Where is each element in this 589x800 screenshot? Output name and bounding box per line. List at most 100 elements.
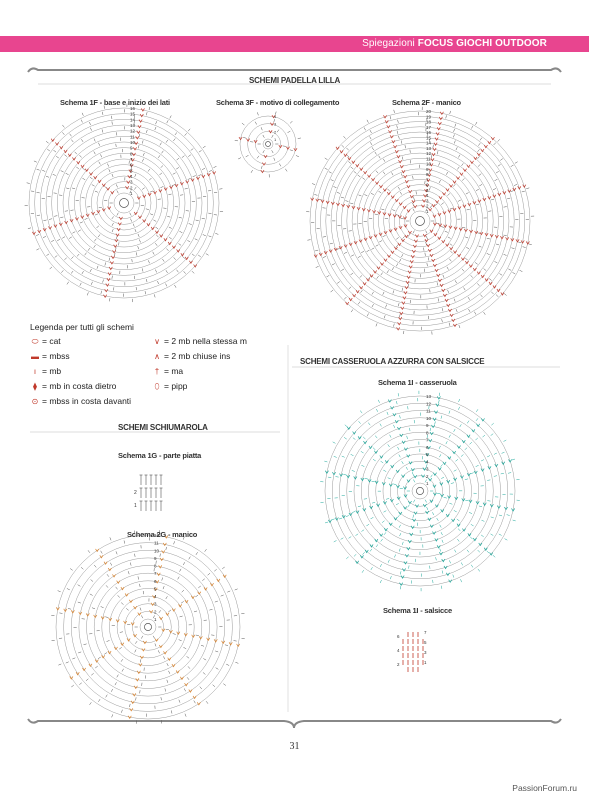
increase-mark [114, 238, 119, 243]
stitch-mark [86, 292, 89, 296]
stitch-mark [393, 424, 395, 428]
stitch-mark [178, 639, 182, 642]
stitch-mark [215, 667, 219, 670]
row-number: 9 [154, 556, 157, 561]
increase-mark [335, 146, 340, 151]
increase-mark [159, 616, 163, 621]
increase-mark [333, 247, 338, 252]
stitch-mark [76, 253, 80, 257]
increase-mark [404, 234, 409, 239]
legend-item-mbss: ▬ = mbss [28, 351, 70, 361]
increase-mark [477, 199, 482, 203]
legend-item-mbss-costa-davanti: ⊙ = mbss in costa davanti [28, 396, 131, 406]
increase-mark [353, 241, 358, 245]
stitch-mark [155, 226, 159, 230]
center-ring [415, 216, 425, 226]
stitch-mark [470, 275, 473, 278]
stitch-mark [330, 179, 334, 182]
stitch-mark [256, 155, 260, 159]
stitch-mark [381, 520, 385, 523]
label-schema-1i-casseruola: Schema 1I - casseruola [378, 378, 457, 387]
increase-mark [84, 168, 89, 172]
increase-mark [72, 157, 76, 161]
ring [339, 410, 501, 572]
stitch-mark [182, 562, 186, 566]
stitch-mark [435, 557, 437, 561]
increase-mark [154, 638, 159, 642]
stitch-mark [397, 393, 400, 397]
increase-mark [415, 234, 419, 238]
increase-mark [436, 545, 441, 549]
ring [124, 603, 172, 651]
increase-mark [161, 550, 166, 554]
stitch-mark [65, 661, 69, 664]
increase-mark [107, 567, 112, 572]
row-number: 1 [134, 503, 137, 509]
increase-mark [406, 184, 411, 189]
label-schema-2f: Schema 2F - manico [392, 98, 461, 107]
row-number: 13 [426, 146, 432, 151]
ring [93, 572, 203, 682]
stitch-mark [91, 184, 95, 187]
stitch-mark [429, 187, 431, 191]
stitch-mark [134, 228, 137, 233]
stitch-mark [183, 647, 187, 650]
increase-mark [447, 456, 452, 460]
increase-mark [445, 513, 450, 518]
stitch-mark [366, 119, 369, 123]
stitch-mark [413, 499, 416, 503]
stitch-mark [500, 158, 503, 161]
stitch-mark [366, 524, 370, 527]
stitch-mark [120, 658, 124, 662]
increase-mark [320, 199, 325, 204]
increase-mark [490, 136, 495, 141]
stitch-mark [359, 275, 363, 278]
stitch-mark [328, 171, 332, 174]
stitch-mark [387, 444, 390, 448]
header-title: Spiegazioni FOCUS GIOCHI OUTDOOR [362, 38, 547, 49]
increase-mark [425, 183, 430, 188]
row-number: 9 [426, 423, 429, 428]
stitch-mark [148, 260, 150, 264]
increase-mark [67, 153, 72, 157]
increase-mark [101, 655, 106, 659]
stitch-mark [226, 663, 230, 666]
legend-item-mb: ı = mb [28, 366, 61, 376]
stitch-mark [315, 249, 319, 252]
increase-mark [394, 419, 399, 424]
stitch-mark [187, 128, 191, 132]
increase-mark [408, 500, 412, 505]
increase-mark [131, 152, 136, 157]
stitch-mark [370, 517, 374, 520]
increase-mark [185, 180, 190, 184]
stitch-mark [98, 206, 102, 209]
increase-mark [99, 555, 104, 559]
increase-mark [332, 471, 336, 476]
stitch-mark [372, 458, 376, 462]
increase-mark [159, 234, 164, 238]
stitch-mark [449, 502, 453, 505]
increase-mark [422, 199, 426, 203]
ring [85, 164, 163, 242]
stitch-mark [489, 278, 492, 281]
stitch-mark [159, 142, 162, 146]
stitch-mark [439, 548, 441, 552]
stitch-mark [104, 652, 108, 655]
increase-mark [394, 150, 399, 154]
increase-mark [153, 587, 158, 592]
stitch-mark [111, 275, 113, 279]
stitch-mark [393, 483, 397, 485]
stitch-mark [402, 236, 405, 239]
increase-mark [415, 504, 419, 508]
increase-mark [50, 138, 55, 142]
increase-mark [115, 233, 120, 237]
stitch-mark [477, 549, 481, 553]
legend-item-2mb-stessa: ∨ = 2 mb nella stessa m [150, 336, 247, 346]
stitch-mark [380, 272, 383, 276]
increase-mark [476, 152, 481, 157]
increase-mark [141, 648, 146, 652]
stitch-mark [445, 115, 447, 119]
stitch-mark [207, 572, 211, 576]
increase-mark [437, 212, 442, 217]
increase-mark [147, 192, 152, 197]
